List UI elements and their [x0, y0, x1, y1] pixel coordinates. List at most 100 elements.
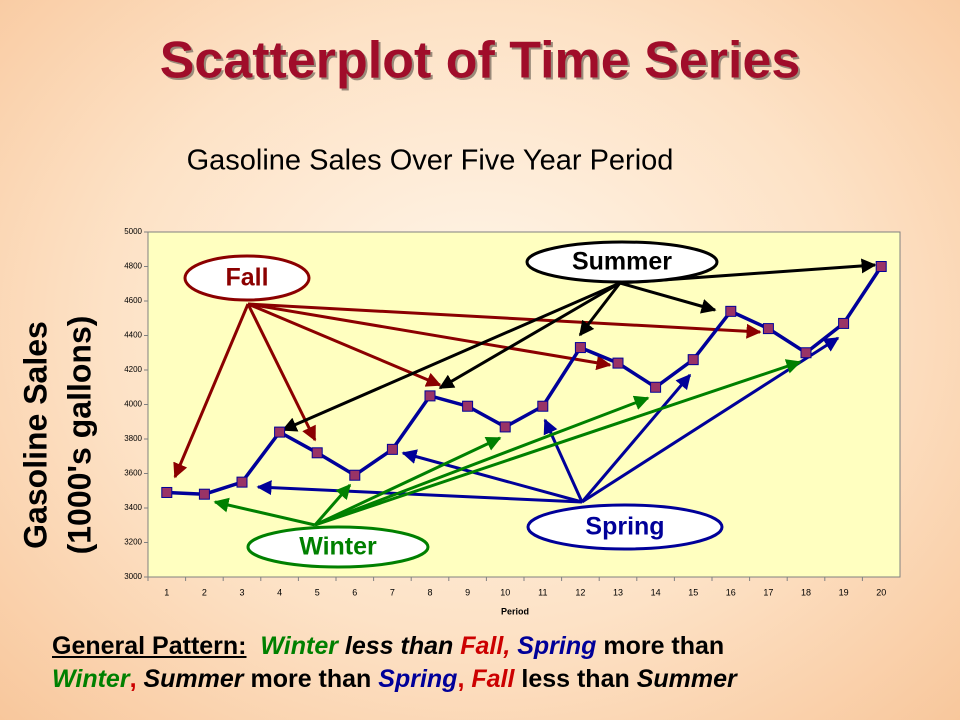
- arrow: [246, 303, 317, 442]
- annotation-label: Fall: [225, 264, 268, 292]
- y-tick-label: 4800: [124, 262, 142, 271]
- x-tick-label: 16: [726, 587, 736, 597]
- point: [424, 390, 436, 402]
- arrow: [281, 281, 621, 432]
- footer-text: Winter: [52, 665, 130, 693]
- chart-title: Gasoline Sales Over Five Year Period: [187, 145, 674, 177]
- footer-text: less than: [337, 632, 461, 660]
- x-tick-label: 15: [688, 587, 698, 597]
- annotation-ellipse: [246, 525, 430, 569]
- arrow: [401, 449, 583, 504]
- footer-text: Fall,: [460, 632, 518, 660]
- annotation-ellipse: [525, 240, 719, 284]
- arrow: [438, 281, 621, 390]
- arrow: [247, 302, 612, 371]
- x-tick-label: 20: [876, 587, 886, 597]
- x-tick-label: 10: [500, 587, 510, 597]
- point: [875, 261, 887, 272]
- point: [311, 447, 323, 459]
- annotation-label: Spring: [585, 513, 664, 541]
- point: [499, 421, 511, 433]
- x-tick-label: 14: [651, 587, 661, 597]
- arrow: [580, 373, 692, 503]
- point: [650, 381, 662, 393]
- y-axis-label: Gasoline Sales: [17, 321, 53, 549]
- x-tick-label: 17: [763, 587, 773, 597]
- arrow: [173, 303, 250, 479]
- footer-text: more than: [596, 632, 725, 660]
- series-line: [166, 265, 883, 496]
- x-tick-label: 3: [239, 587, 244, 597]
- arrow: [314, 436, 502, 527]
- footer-text: Summer: [143, 665, 244, 693]
- x-axis-label: Period: [501, 606, 529, 616]
- y-tick-label: 3600: [124, 469, 142, 478]
- y-tick-label: 3000: [124, 572, 142, 581]
- x-tick-label: 1: [164, 587, 169, 597]
- y-tick-label: 4600: [124, 296, 142, 305]
- x-tick-label: 11: [538, 587, 547, 597]
- point: [574, 342, 586, 354]
- arrow: [314, 359, 802, 527]
- point: [462, 400, 474, 412]
- x-tick-label: 4: [277, 587, 282, 597]
- x-tick-label: 5: [315, 587, 320, 597]
- point: [612, 357, 624, 369]
- y-tick-label: 4000: [124, 400, 142, 409]
- arrow: [578, 282, 622, 337]
- y-tick-label: 4400: [124, 331, 142, 340]
- footer: General Pattern: Winter less than Fall, …: [52, 630, 737, 696]
- point: [725, 305, 737, 317]
- point: [386, 443, 398, 455]
- y-tick-label: 3800: [124, 434, 142, 443]
- arrow: [314, 395, 650, 527]
- y-tick-label: 3400: [124, 503, 142, 512]
- annotation-label: Summer: [572, 248, 672, 276]
- arrow: [619, 281, 717, 314]
- x-tick-label: 18: [801, 587, 811, 597]
- x-tick-label: 9: [465, 587, 470, 597]
- arrow: [213, 497, 316, 527]
- point: [800, 347, 812, 359]
- point: [198, 488, 210, 500]
- annotation-label: Winter: [299, 533, 377, 561]
- y-tick-label: 5000: [124, 227, 142, 236]
- x-tick-label: 6: [352, 587, 357, 597]
- footer-text: Spring: [378, 665, 458, 693]
- footer-text: more than: [243, 665, 379, 693]
- y-axis-label: (1000's gallons): [61, 316, 97, 555]
- x-tick-label: 13: [613, 587, 623, 597]
- arrow: [256, 480, 583, 504]
- footer-text: ,: [457, 665, 472, 693]
- footer-line: General Pattern: Winter less than Fall, …: [52, 630, 737, 663]
- y-tick-label: 4200: [124, 365, 142, 374]
- x-tick-label: 7: [390, 587, 395, 597]
- arrow: [247, 302, 442, 387]
- point: [687, 354, 699, 366]
- annotation-ellipse: [183, 254, 311, 302]
- footer-text: less than: [514, 665, 637, 693]
- arrow: [247, 302, 762, 339]
- x-tick-label: 12: [575, 587, 585, 597]
- point: [762, 323, 774, 335]
- footer-heading: General Pattern:: [52, 632, 247, 660]
- point: [161, 486, 173, 498]
- arrow: [313, 483, 352, 526]
- y-tick-label: 3200: [124, 538, 142, 547]
- point: [349, 469, 361, 481]
- x-tick-label: 19: [839, 587, 849, 597]
- x-tick-label: 2: [202, 587, 207, 597]
- footer-line: Winter, Summer more than Spring, Fall le…: [52, 663, 737, 696]
- point: [838, 317, 850, 329]
- x-tick-label: 8: [427, 587, 432, 597]
- footer-text: Summer: [636, 665, 737, 693]
- point: [236, 476, 248, 488]
- point: [537, 400, 549, 412]
- footer-text: ,: [129, 665, 144, 693]
- annotation-ellipse: [526, 503, 724, 551]
- point: [274, 426, 286, 438]
- footer-text: Fall: [471, 665, 515, 693]
- footer-text: Winter: [260, 632, 338, 660]
